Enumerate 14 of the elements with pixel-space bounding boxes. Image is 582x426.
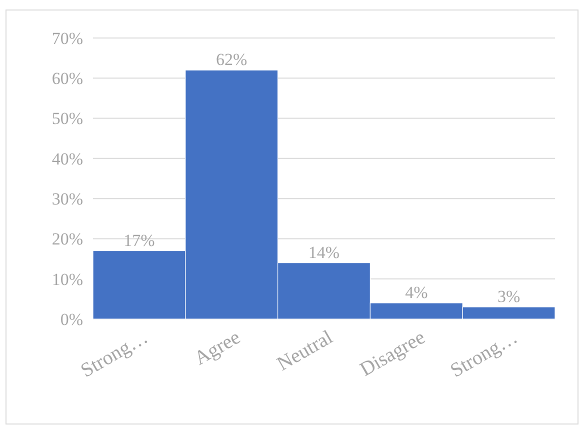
data-label: 62% bbox=[216, 50, 248, 70]
y-tick-label: 60% bbox=[52, 69, 83, 88]
y-tick-label: 40% bbox=[52, 149, 83, 168]
y-tick-label: 70% bbox=[52, 28, 83, 48]
y-tick-label: 30% bbox=[52, 190, 83, 209]
data-label: 17% bbox=[124, 230, 155, 250]
y-tick-label: 10% bbox=[52, 270, 83, 289]
data-label: 3% bbox=[497, 286, 520, 306]
y-tick-label: 50% bbox=[52, 109, 83, 128]
data-label: 4% bbox=[405, 282, 428, 302]
y-tick-label: 0% bbox=[60, 310, 83, 329]
y-tick-label: 20% bbox=[52, 230, 83, 249]
x-tick-label: Agree bbox=[190, 326, 244, 370]
data-label: 14% bbox=[308, 242, 340, 262]
